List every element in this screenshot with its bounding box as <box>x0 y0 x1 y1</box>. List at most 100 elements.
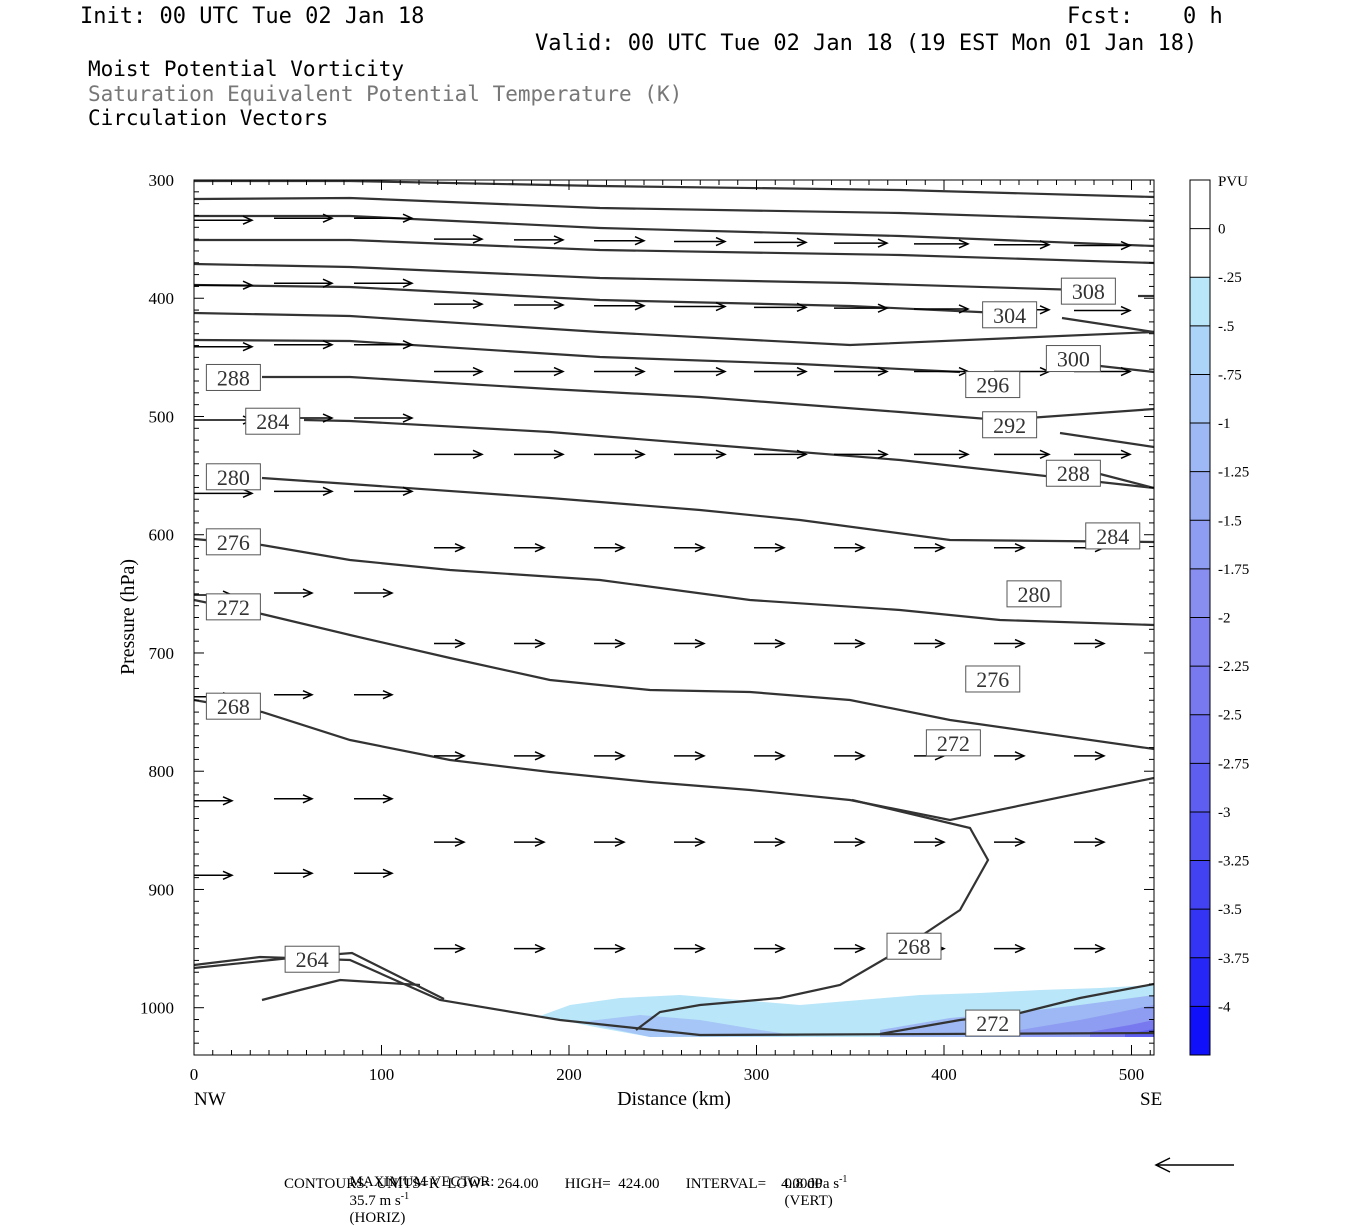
vector-head <box>402 413 414 423</box>
x-tick-label: 500 <box>1119 1065 1145 1084</box>
contour-label-box <box>886 932 942 960</box>
contour-line <box>194 196 1154 223</box>
colorbar-cell <box>1190 763 1210 813</box>
vector-head <box>958 304 970 314</box>
contour-label: 284 <box>1096 524 1129 549</box>
x-left-end-label: NW <box>194 1089 226 1110</box>
colorbar-label: -.25 <box>1218 270 1242 286</box>
reference-vector-arrow <box>1154 1157 1234 1173</box>
vector-head <box>553 300 565 310</box>
forecast-label: Fcst: <box>1067 4 1134 29</box>
vector-head <box>634 366 646 377</box>
vector-head <box>694 638 706 649</box>
colorbar-label: -1.5 <box>1218 513 1242 529</box>
contour-label-box <box>245 407 301 435</box>
contour-label-box <box>1085 522 1141 550</box>
colorbar-label: -3.75 <box>1218 951 1249 967</box>
y-tick-label: 700 <box>149 644 175 663</box>
contour-label: 292 <box>993 413 1026 438</box>
contour-label-box <box>205 593 261 621</box>
vector-head <box>1120 305 1132 316</box>
contour-label: 288 <box>217 365 250 390</box>
vector-head <box>534 543 546 553</box>
forecast-hour: 0 h <box>1183 4 1223 29</box>
contour-line <box>194 311 1154 347</box>
vector-head <box>454 837 466 847</box>
contour-line <box>194 338 961 374</box>
vector-head <box>302 690 314 700</box>
y-tick-label: 600 <box>149 526 175 545</box>
field-title-mpv: Moist Potential Vorticity <box>88 57 405 81</box>
contour-label-box <box>1060 277 1116 305</box>
vector-head <box>934 638 946 649</box>
vector-head <box>1094 751 1106 761</box>
max-vector-horiz: 35.7 m s <box>349 1193 401 1209</box>
contour-line <box>1099 472 1154 490</box>
contour-line <box>194 238 1154 265</box>
vector-head <box>614 943 626 954</box>
vector-head <box>877 366 889 377</box>
y-axis-title: Pressure (hPa) <box>117 559 139 675</box>
vector-head <box>1094 638 1106 649</box>
vector-head <box>774 543 786 553</box>
vector-head <box>854 751 866 761</box>
colorbar-label: -3 <box>1218 805 1231 821</box>
vector-head <box>402 486 414 497</box>
vector-head <box>402 278 414 288</box>
y-tick-label: 1000 <box>140 999 174 1018</box>
axes: 0 100 200 300 400 500 300 400 500 600 700 800 900 100… <box>140 171 1155 1084</box>
contour-label: 272 <box>217 595 250 620</box>
vector-head <box>322 340 334 350</box>
horiz-exponent: -1 <box>400 1191 410 1202</box>
contour-label: 268 <box>898 934 931 959</box>
pv-colorbar: PVU 0 -.25 -.5 -.75 -1 -1.25 -1.5 -1.75 -2 -2.25 -2… <box>1189 174 1249 1056</box>
colorbar-cell <box>1190 325 1210 375</box>
colorbar-label: -2.25 <box>1218 659 1249 675</box>
cross-section-chart: 0 100 200 300 400 500 300 400 500 600 700 800 900 100… <box>117 171 1249 1173</box>
vector-head <box>774 638 786 649</box>
vector-head <box>854 943 866 954</box>
vector-head <box>472 366 484 377</box>
colorbar-label: -4 <box>1218 999 1231 1015</box>
contour-label-box <box>205 463 261 491</box>
contour-label-box <box>965 371 1021 399</box>
vector-head <box>694 751 706 761</box>
vector-head <box>877 238 889 248</box>
contour-label-box <box>284 945 340 973</box>
vector-head <box>222 796 234 806</box>
vector-head <box>1039 240 1051 250</box>
vector-head <box>1120 240 1132 251</box>
vector-head <box>715 236 727 247</box>
contour-label: 284 <box>256 409 289 434</box>
contour-label: 264 <box>296 947 329 972</box>
vector-head <box>614 543 626 553</box>
vector-head <box>322 486 334 497</box>
vector-head <box>614 638 626 649</box>
vector-head <box>634 301 646 311</box>
horiz-unit: (HORIZ) <box>349 1210 406 1226</box>
vector-head <box>934 543 946 553</box>
vector-head <box>715 449 727 460</box>
vector-head <box>796 366 808 377</box>
contour-label-box <box>982 411 1038 439</box>
vector-head <box>877 303 889 313</box>
contour-label-box <box>965 665 1021 693</box>
vector-head <box>222 870 234 880</box>
vector-head <box>614 837 626 847</box>
vert-unit: (VERT) <box>784 1193 833 1209</box>
contour-label: 272 <box>976 1011 1009 1036</box>
x-tick-label: 200 <box>556 1065 582 1084</box>
vector-head <box>774 751 786 761</box>
contour-line <box>194 262 1081 292</box>
contour-label: 288 <box>1057 461 1090 486</box>
init-time: Init: 00 UTC Tue 02 Jan 18 <box>80 4 425 29</box>
vert-exponent: -1 <box>839 1174 848 1185</box>
contour-line <box>194 537 1154 627</box>
contour-label: 280 <box>1018 582 1051 607</box>
vector-head <box>382 868 394 878</box>
contour-line <box>194 698 1154 822</box>
colorbar-title: PVU <box>1218 174 1248 190</box>
contour-label: 276 <box>976 667 1009 692</box>
vector-head <box>854 837 866 847</box>
vector-head <box>796 237 808 248</box>
